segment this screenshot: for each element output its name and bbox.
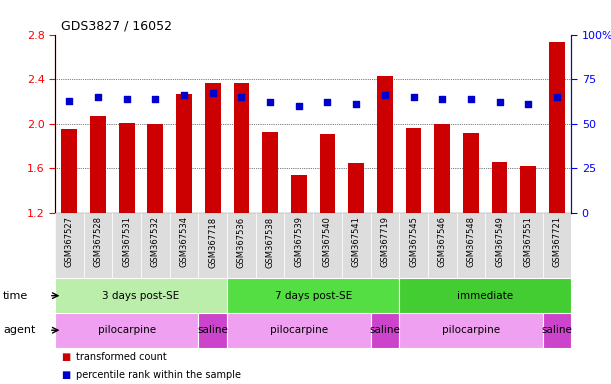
Text: GSM367541: GSM367541 — [352, 217, 360, 267]
Bar — [55, 278, 227, 313]
Bar — [377, 76, 393, 213]
Text: GSM367551: GSM367551 — [524, 217, 533, 267]
Text: GSM367548: GSM367548 — [466, 217, 475, 267]
Bar — [119, 123, 134, 213]
Bar — [463, 133, 479, 213]
Text: GSM367719: GSM367719 — [380, 217, 389, 267]
Bar — [141, 213, 170, 278]
Point — [437, 96, 447, 102]
Bar — [399, 213, 428, 278]
Text: ■: ■ — [61, 352, 70, 362]
Bar — [176, 94, 192, 213]
Point — [294, 103, 304, 109]
Bar — [514, 213, 543, 278]
Bar — [320, 134, 335, 213]
Bar — [485, 213, 514, 278]
Text: percentile rank within the sample: percentile rank within the sample — [76, 370, 241, 380]
Bar — [112, 213, 141, 278]
Text: GSM367536: GSM367536 — [237, 217, 246, 268]
Bar — [543, 313, 571, 348]
Bar — [342, 213, 370, 278]
Text: time: time — [3, 291, 28, 301]
Text: GSM367718: GSM367718 — [208, 217, 218, 268]
Bar — [55, 313, 199, 348]
Point — [409, 94, 419, 100]
Bar — [227, 213, 256, 278]
Bar — [406, 128, 422, 213]
Bar — [199, 213, 227, 278]
Text: GSM367532: GSM367532 — [151, 217, 160, 267]
Point — [265, 99, 275, 106]
Bar — [55, 213, 84, 278]
Text: transformed count: transformed count — [76, 352, 167, 362]
Text: GSM367540: GSM367540 — [323, 217, 332, 267]
Bar — [370, 213, 399, 278]
Text: ■: ■ — [61, 370, 70, 380]
Point — [351, 101, 361, 107]
Text: GSM367538: GSM367538 — [266, 217, 274, 268]
Bar — [521, 166, 536, 213]
Bar — [492, 162, 508, 213]
Bar — [205, 83, 221, 213]
Text: GSM367528: GSM367528 — [93, 217, 103, 267]
Text: agent: agent — [3, 325, 35, 335]
Bar — [399, 278, 571, 313]
Text: immediate: immediate — [457, 291, 513, 301]
Point — [93, 94, 103, 100]
Bar — [434, 124, 450, 213]
Text: GSM367531: GSM367531 — [122, 217, 131, 267]
Point — [236, 94, 246, 100]
Bar — [313, 213, 342, 278]
Text: pilocarpine: pilocarpine — [442, 325, 500, 335]
Bar — [399, 313, 543, 348]
Bar — [262, 132, 278, 213]
Bar — [227, 278, 399, 313]
Bar — [199, 313, 227, 348]
Point — [466, 96, 476, 102]
Point — [495, 99, 505, 106]
Text: 3 days post-SE: 3 days post-SE — [103, 291, 180, 301]
Text: GSM367546: GSM367546 — [437, 217, 447, 267]
Bar — [227, 313, 370, 348]
Point — [179, 92, 189, 98]
Text: GSM367721: GSM367721 — [552, 217, 562, 267]
Bar — [456, 213, 485, 278]
Text: GSM367527: GSM367527 — [65, 217, 74, 267]
Bar — [370, 313, 399, 348]
Bar — [233, 83, 249, 213]
Bar — [291, 175, 307, 213]
Bar — [147, 124, 163, 213]
Bar — [170, 213, 199, 278]
Text: saline: saline — [541, 325, 573, 335]
Point — [524, 101, 533, 107]
Point — [150, 96, 160, 102]
Point — [380, 92, 390, 98]
Text: saline: saline — [197, 325, 228, 335]
Bar — [543, 213, 571, 278]
Bar — [348, 163, 364, 213]
Bar — [549, 42, 565, 213]
Bar — [428, 213, 456, 278]
Bar — [90, 116, 106, 213]
Bar — [285, 213, 313, 278]
Text: saline: saline — [370, 325, 400, 335]
Point — [64, 98, 74, 104]
Bar — [256, 213, 285, 278]
Point — [122, 96, 131, 102]
Text: 7 days post-SE: 7 days post-SE — [274, 291, 352, 301]
Text: pilocarpine: pilocarpine — [98, 325, 156, 335]
Point — [208, 90, 218, 96]
Point — [552, 94, 562, 100]
Text: GSM367539: GSM367539 — [295, 217, 303, 267]
Text: GSM367545: GSM367545 — [409, 217, 418, 267]
Bar — [84, 213, 112, 278]
Point — [323, 99, 332, 106]
Bar — [62, 129, 77, 213]
Text: GDS3827 / 16052: GDS3827 / 16052 — [61, 20, 172, 33]
Text: pilocarpine: pilocarpine — [269, 325, 328, 335]
Text: GSM367534: GSM367534 — [180, 217, 189, 267]
Text: GSM367549: GSM367549 — [495, 217, 504, 267]
